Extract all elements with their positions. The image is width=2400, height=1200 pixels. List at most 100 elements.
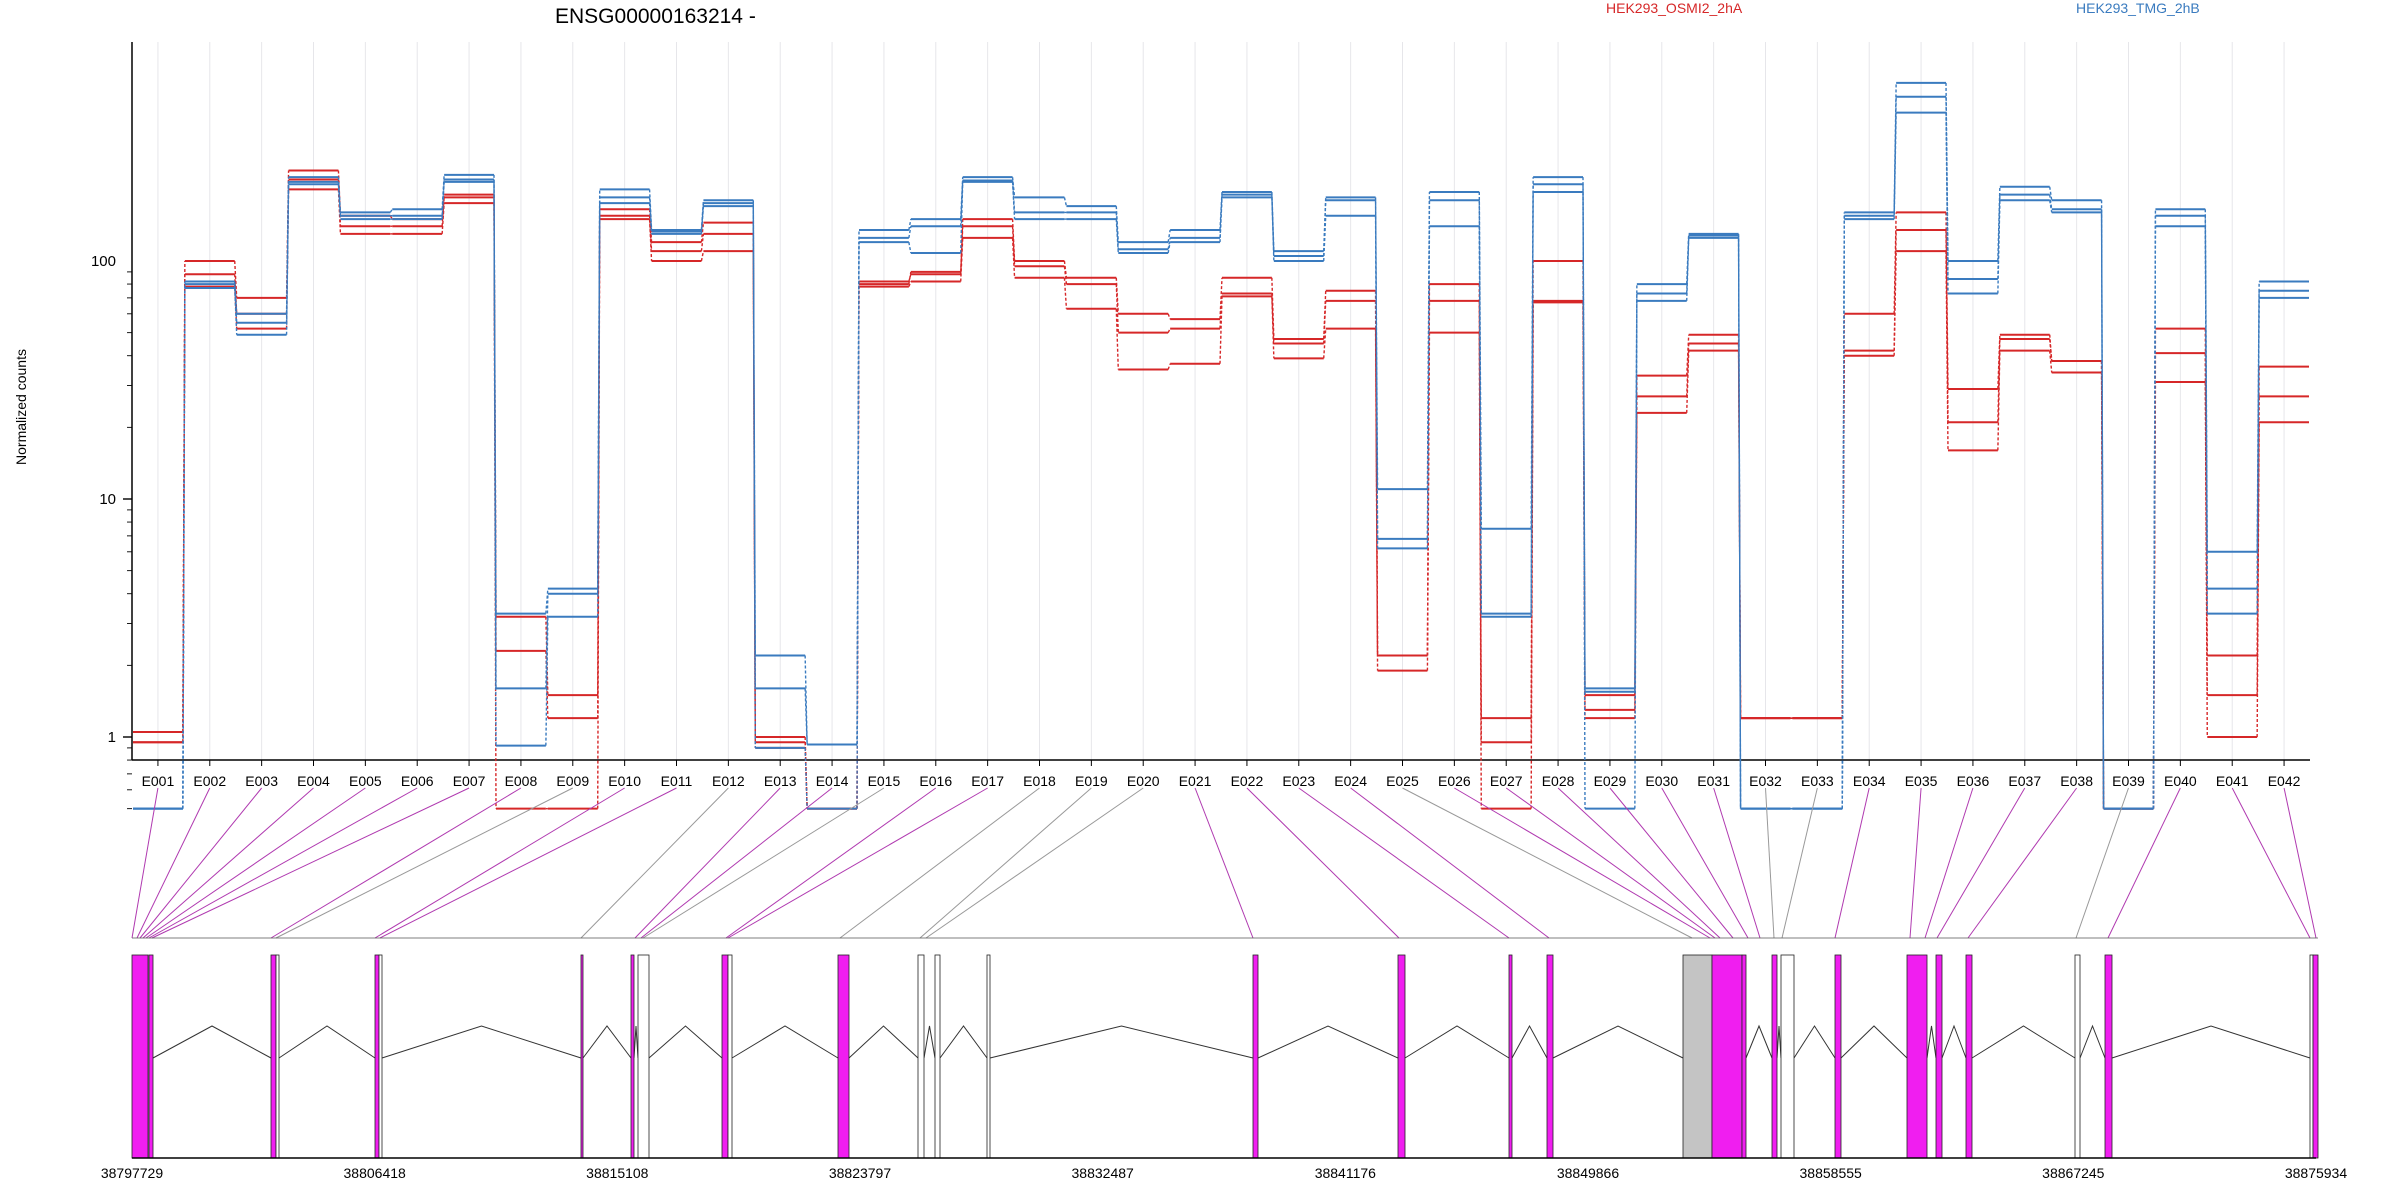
step-connector <box>1011 237 1016 278</box>
step-connector <box>2049 186 2053 201</box>
exon-connector <box>2283 787 2317 939</box>
step-connector <box>1426 226 1431 549</box>
step-connector <box>700 222 705 243</box>
exon-connector <box>1350 787 1550 939</box>
step-connector <box>1478 332 1482 809</box>
exon-connector <box>1909 787 1922 939</box>
x-tick-label: E012 <box>712 773 745 789</box>
x-tick-label: E042 <box>2268 773 2301 789</box>
x-tick-label: E023 <box>1282 773 1315 789</box>
intron-line <box>1941 1024 1967 1059</box>
genomic-tick-label: 38849866 <box>1557 1165 1620 1181</box>
intron-line <box>278 1025 376 1059</box>
exon-connector <box>2107 787 2181 939</box>
step-connector <box>960 177 964 220</box>
exon-block <box>1682 954 1713 1159</box>
step-connector <box>441 203 445 234</box>
genomic-tick-label: 38867245 <box>2042 1165 2105 1181</box>
x-tick-label: E013 <box>764 773 797 789</box>
step-connector <box>1945 212 1949 389</box>
x-tick-label: E033 <box>1801 773 1834 789</box>
step-connector <box>1997 339 2001 423</box>
gene-model <box>131 937 2319 1159</box>
y-axis-label: Normalized counts <box>13 349 29 465</box>
exon-connector <box>1834 787 1870 939</box>
exon-connector <box>151 787 470 939</box>
x-tick-label: E041 <box>2216 773 2249 789</box>
genomic-tick-label: 38832487 <box>1072 1165 1135 1181</box>
step-connector <box>1686 237 1690 301</box>
intron-line <box>381 1025 582 1059</box>
exon-connector <box>919 787 1092 939</box>
step-connector <box>1063 277 1068 309</box>
step-connector <box>908 274 912 282</box>
intron-line <box>1552 1025 1684 1059</box>
step-connector <box>1893 112 1897 220</box>
step-connector <box>1323 290 1327 340</box>
exon-block <box>1965 954 1973 1159</box>
step-connector <box>234 260 238 298</box>
step-connector <box>1323 215 1327 262</box>
genomic-tick-label: 38875934 <box>2285 1165 2348 1181</box>
intron-line <box>731 1025 839 1059</box>
x-tick-label: E020 <box>1127 773 1160 789</box>
exon-block <box>1711 954 1743 1159</box>
step-connector <box>2100 212 2105 809</box>
step-connector <box>1945 251 1949 451</box>
exon-block <box>148 954 154 1159</box>
step-connector <box>182 288 186 809</box>
step-connector <box>2256 297 2260 614</box>
exon-connector <box>1454 787 1711 939</box>
exon-block <box>1780 954 1795 1159</box>
step-connector <box>908 226 912 239</box>
exon-block <box>131 954 149 1159</box>
step-connector <box>1737 237 1742 809</box>
step-connector <box>1063 260 1068 278</box>
step-connector <box>752 203 756 689</box>
x-axis: E001 E002 E003 E004 E005 E006 E007 E008 E009 E010… <box>132 759 2310 789</box>
x-tick-label: E029 <box>1594 773 1627 789</box>
step-connector <box>700 251 705 262</box>
step-connector <box>1115 284 1119 333</box>
intron-line <box>923 1025 936 1059</box>
step-connector <box>1115 212 1119 250</box>
step-connector <box>648 219 653 262</box>
exon-connector <box>2075 787 2129 939</box>
genomic-axis: 38797729 38806418 38815108 38823797 38832487… <box>101 1157 2348 1181</box>
exon-connector <box>1194 787 1254 939</box>
step-connector <box>1634 293 1638 692</box>
step-connector <box>752 206 756 748</box>
x-tick-label: E032 <box>1749 773 1782 789</box>
genomic-tick-label: 38858555 <box>1800 1165 1863 1181</box>
intron-line <box>633 1025 639 1059</box>
exon-connector <box>270 787 522 939</box>
x-tick-label: E009 <box>556 773 589 789</box>
step-connector <box>856 242 860 809</box>
series-lines <box>133 81 2309 810</box>
step-connector <box>960 180 964 227</box>
exon-block <box>1906 954 1928 1159</box>
step-connector <box>1582 191 1586 809</box>
x-tick-label: E021 <box>1179 773 1212 789</box>
step-connector <box>2152 209 2157 809</box>
step-connector <box>493 181 497 746</box>
series-red-1 <box>133 178 2309 810</box>
step-connector <box>545 588 549 614</box>
exon-connector <box>131 787 159 939</box>
genomic-tick-label: 38797729 <box>101 1165 164 1181</box>
x-tick-label: E017 <box>971 773 1004 789</box>
intron-line <box>152 1025 272 1059</box>
intron-line <box>1745 1024 1773 1059</box>
exon-block <box>2312 954 2319 1159</box>
step-connector <box>804 747 808 809</box>
x-tick-label: E031 <box>1697 773 1730 789</box>
step-connector <box>1997 350 2001 451</box>
step-connector <box>1997 200 2001 294</box>
exon-connector <box>1924 787 1974 939</box>
step-connector <box>1945 112 1949 294</box>
intron-line <box>1926 1025 1937 1059</box>
step-connector <box>2152 226 2157 809</box>
exon-connector <box>1967 787 2078 939</box>
x-tick-label: E008 <box>505 773 538 789</box>
step-connector <box>1063 266 1068 285</box>
